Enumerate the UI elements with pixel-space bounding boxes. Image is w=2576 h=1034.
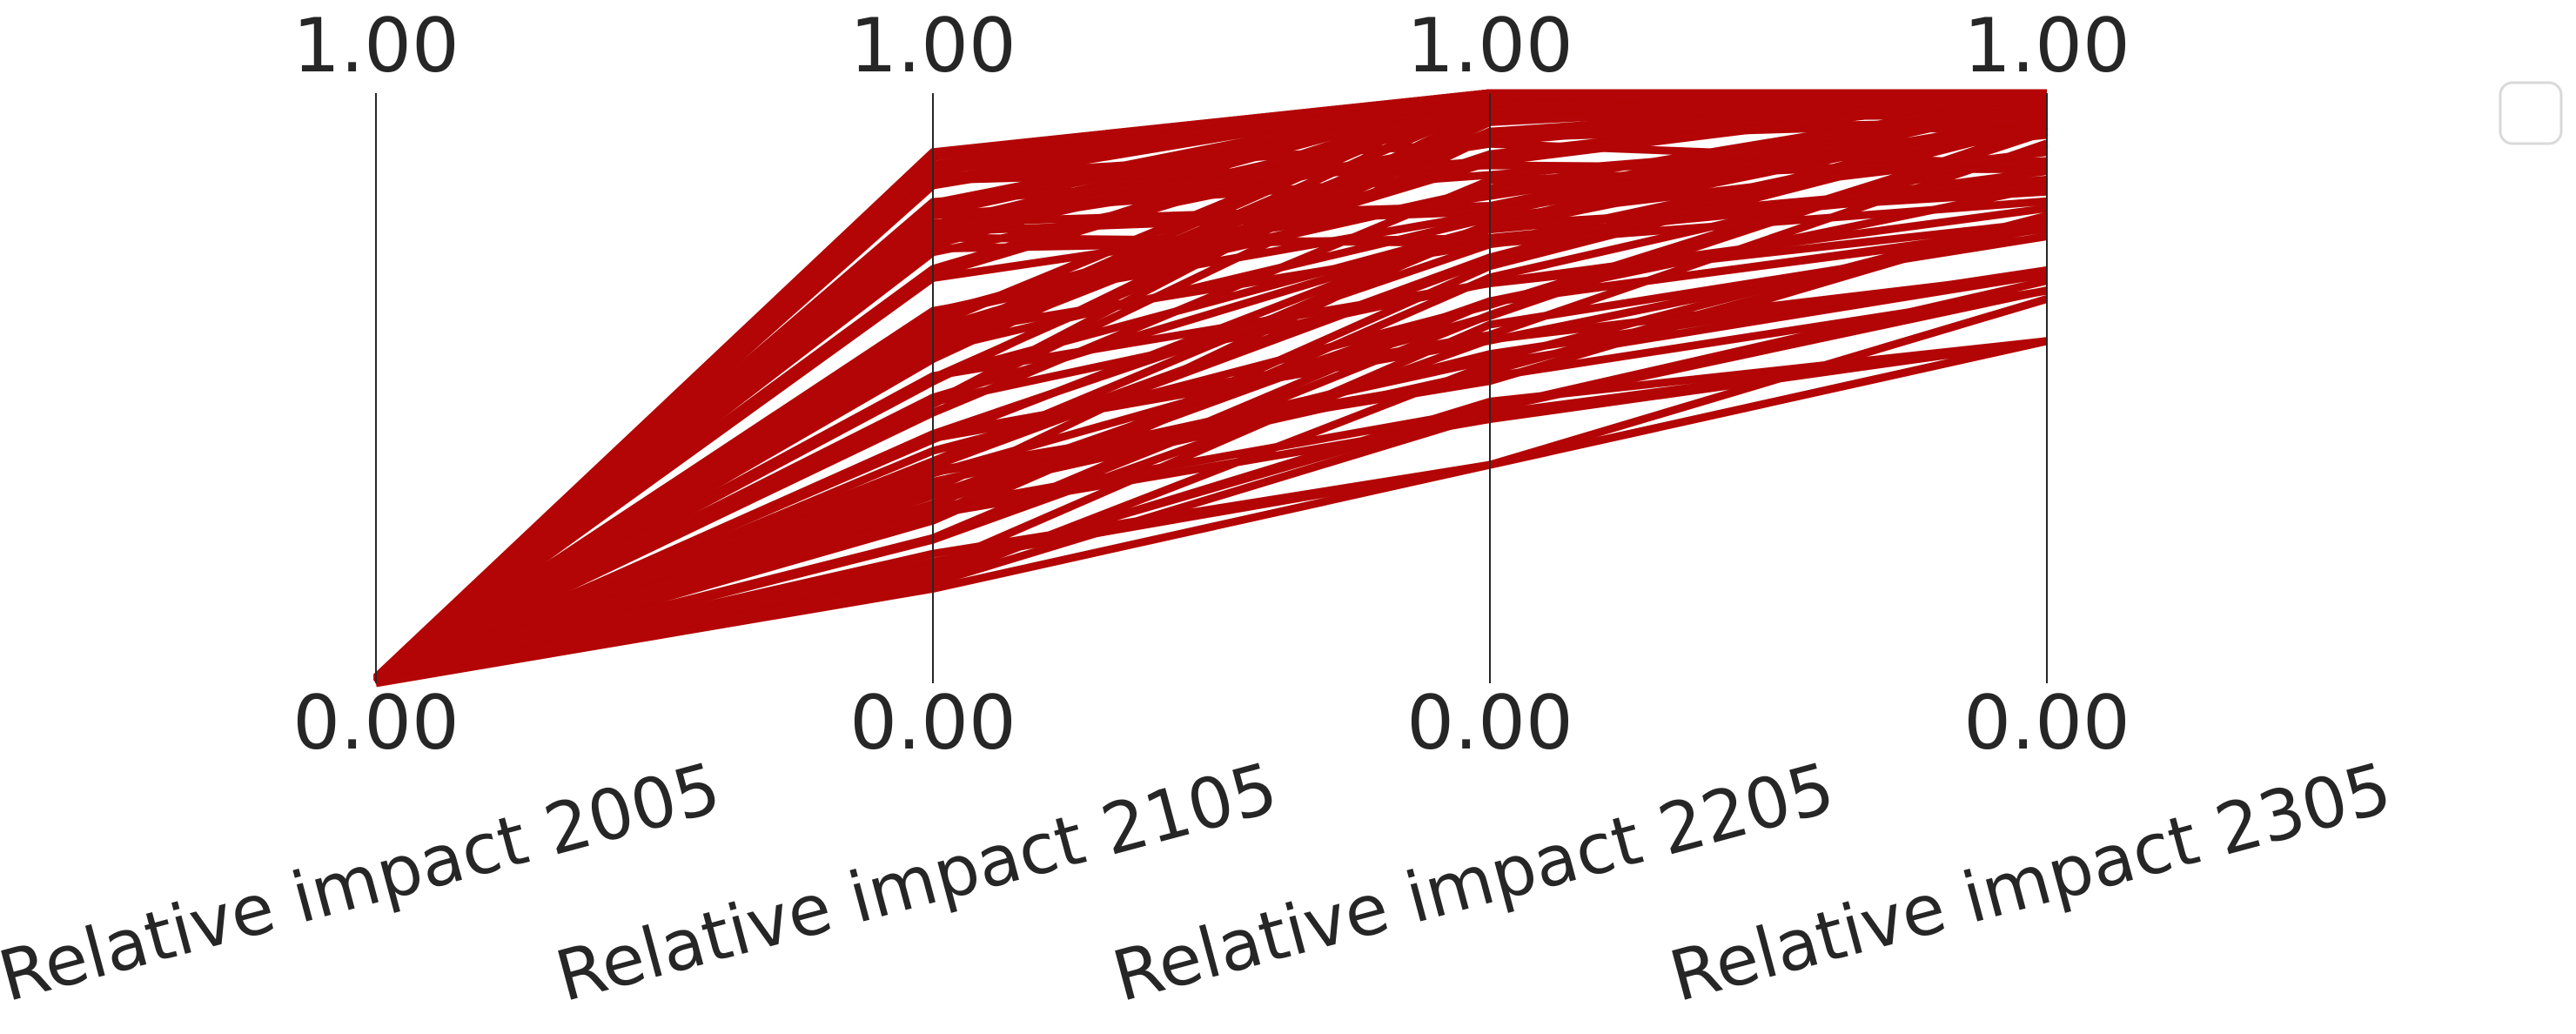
- series-line: [373, 180, 2048, 684]
- series-line: [373, 89, 2048, 686]
- series-line: [373, 175, 2048, 682]
- series-line: [373, 139, 2048, 682]
- axis-min-tick-label: 0.00: [849, 680, 1016, 767]
- axis-max-tick-label: 1.00: [292, 3, 459, 90]
- axis-min-tick-label: 0.00: [292, 680, 459, 767]
- series-line: [374, 216, 2049, 682]
- series-line: [374, 223, 2048, 683]
- series-line: [374, 119, 2049, 685]
- series-line: [373, 89, 2048, 684]
- polylines-layer: [372, 89, 2049, 688]
- axis-max-tick-label: 1.00: [849, 3, 1016, 90]
- series-line: [375, 337, 2048, 683]
- axis-max-tick-label: 1.00: [1963, 3, 2130, 90]
- legend-box: [2499, 81, 2563, 145]
- axis-max-tick-label: 1.00: [1406, 3, 1573, 90]
- axis-min-tick-label: 0.00: [1963, 680, 2130, 767]
- axes-layer: [375, 93, 2048, 683]
- axis-min-tick-label: 0.00: [1406, 680, 1573, 767]
- series-line: [373, 197, 2048, 682]
- series-line: [373, 89, 2048, 683]
- series-line: [375, 337, 2048, 688]
- series-line: [372, 89, 2047, 681]
- series-line: [375, 232, 2048, 688]
- series-line: [373, 148, 2048, 685]
